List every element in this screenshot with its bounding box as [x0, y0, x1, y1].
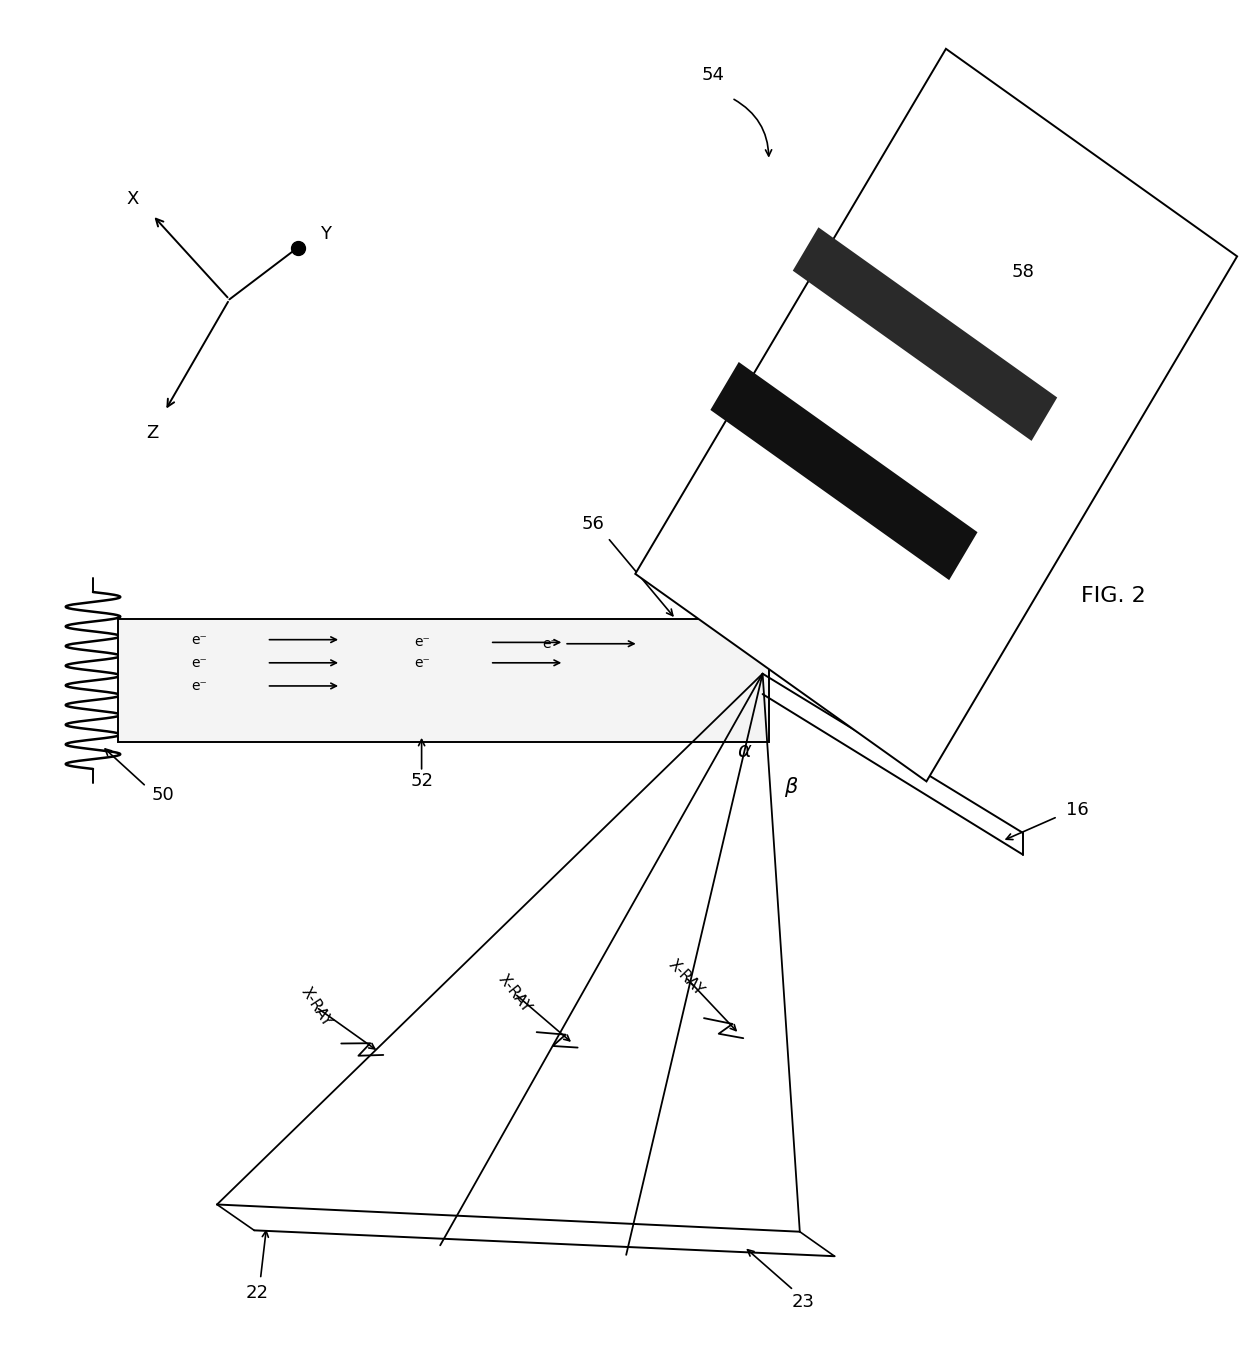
Text: 58: 58: [1012, 263, 1034, 282]
Text: 16: 16: [1066, 800, 1089, 819]
Text: FIG. 2: FIG. 2: [1081, 587, 1146, 606]
Text: e⁻: e⁻: [542, 637, 558, 651]
Polygon shape: [792, 227, 1058, 441]
Text: Z: Z: [146, 423, 159, 442]
Text: 54: 54: [702, 65, 724, 84]
Text: e⁻: e⁻: [191, 633, 207, 646]
Polygon shape: [635, 49, 1238, 781]
Text: β: β: [785, 777, 797, 796]
Polygon shape: [711, 362, 977, 580]
Text: e⁻: e⁻: [414, 636, 430, 649]
Text: X-RAY: X-RAY: [298, 985, 335, 1029]
Text: e⁻: e⁻: [191, 679, 207, 693]
Text: 23: 23: [792, 1293, 815, 1312]
Text: e⁻: e⁻: [191, 656, 207, 670]
Text: X-RAY: X-RAY: [495, 972, 534, 1015]
Text: Y: Y: [320, 225, 331, 244]
Bar: [118, 619, 769, 742]
Text: e⁻: e⁻: [414, 656, 430, 670]
Text: 56: 56: [582, 514, 604, 534]
Text: 50: 50: [151, 785, 174, 804]
Text: 22: 22: [246, 1283, 268, 1302]
Text: 52: 52: [410, 772, 433, 791]
Text: X: X: [126, 189, 139, 208]
Text: X-RAY: X-RAY: [665, 957, 707, 998]
Text: α: α: [737, 742, 751, 761]
